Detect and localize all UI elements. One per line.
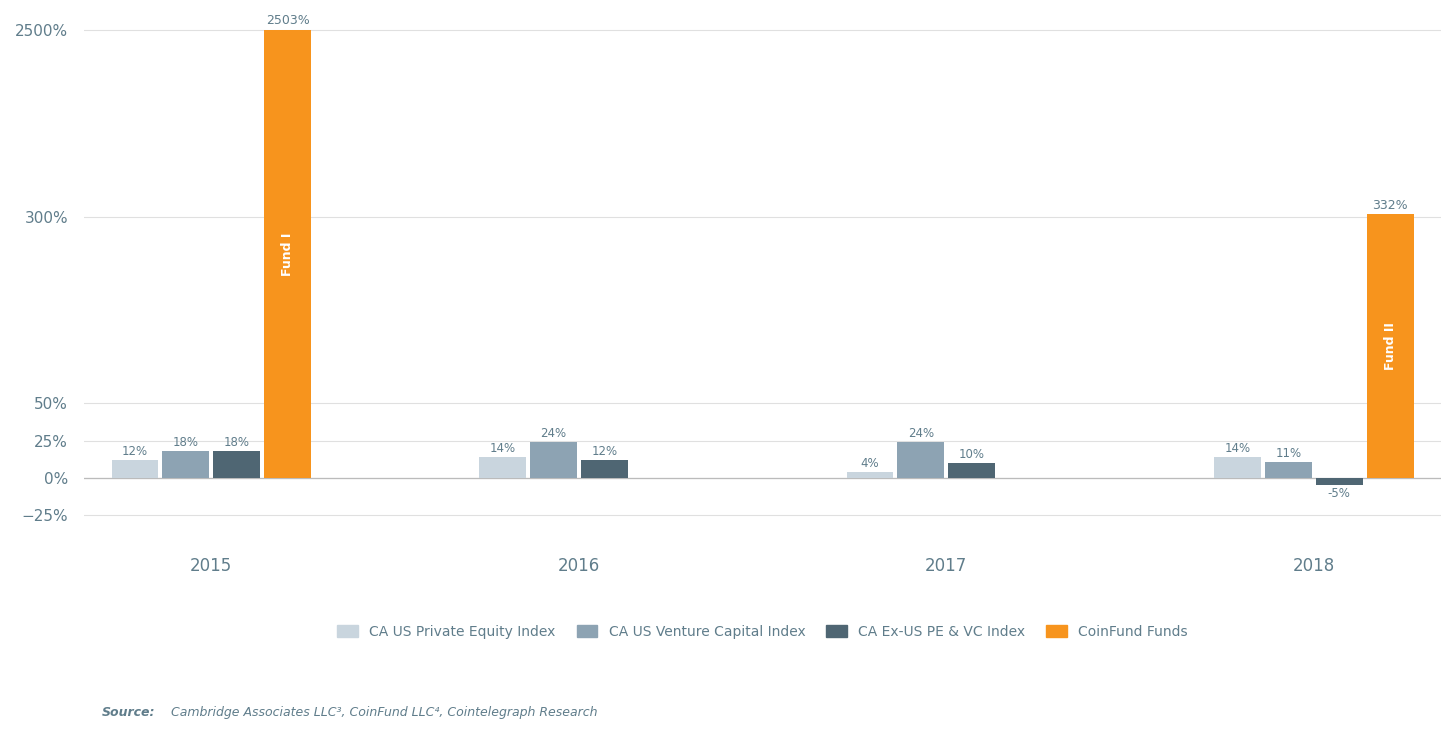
- Bar: [163, 451, 210, 478]
- Bar: [214, 451, 261, 478]
- Text: 11%: 11%: [1275, 447, 1302, 460]
- Bar: [530, 442, 577, 478]
- Bar: [112, 460, 159, 478]
- Bar: [479, 457, 526, 478]
- Bar: [948, 463, 994, 478]
- Text: 4%: 4%: [860, 457, 879, 470]
- Text: 24%: 24%: [540, 427, 566, 441]
- Bar: [264, 29, 312, 478]
- Bar: [1265, 461, 1312, 478]
- Bar: [1214, 457, 1261, 478]
- Text: 2503%: 2503%: [266, 15, 310, 27]
- Text: Fund I: Fund I: [281, 232, 294, 276]
- Text: 18%: 18%: [173, 436, 199, 450]
- Text: 332%: 332%: [1373, 199, 1408, 212]
- Bar: [846, 472, 894, 478]
- Text: 10%: 10%: [958, 448, 984, 461]
- Text: Cambridge Associates LLC³, CoinFund LLC⁴, Cointelegraph Research: Cambridge Associates LLC³, CoinFund LLC⁴…: [167, 705, 598, 719]
- Text: Fund II: Fund II: [1383, 322, 1396, 370]
- Bar: [1316, 478, 1363, 486]
- Text: 24%: 24%: [907, 427, 933, 441]
- Bar: [1367, 214, 1414, 478]
- Bar: [581, 460, 628, 478]
- Legend: CA US Private Equity Index, CA US Venture Capital Index, CA Ex-US PE & VC Index,: CA US Private Equity Index, CA US Ventur…: [332, 619, 1192, 644]
- Text: 18%: 18%: [224, 436, 250, 450]
- Text: 14%: 14%: [489, 442, 515, 455]
- Text: 12%: 12%: [122, 445, 149, 458]
- Text: 14%: 14%: [1224, 442, 1251, 455]
- Bar: [897, 442, 945, 478]
- Text: -5%: -5%: [1328, 487, 1351, 500]
- Text: Source:: Source:: [102, 705, 156, 719]
- Text: 12%: 12%: [591, 445, 617, 458]
